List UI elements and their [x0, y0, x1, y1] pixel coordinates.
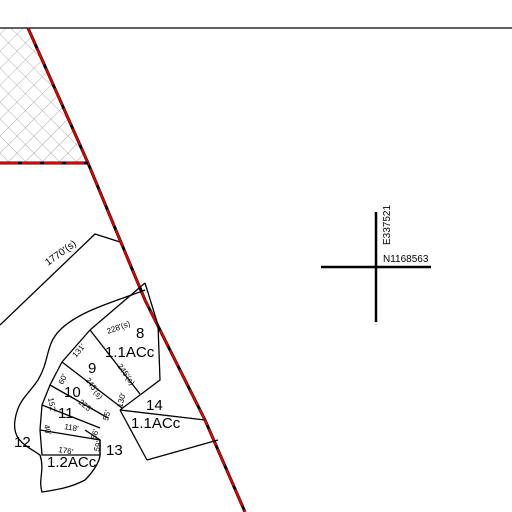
dimension: 130' [115, 391, 128, 408]
parcel-number: 12 [14, 434, 31, 451]
parcel-area: 1.1ACc [131, 415, 181, 432]
parcel-number: 14 [146, 397, 163, 414]
dimension: 152' [46, 397, 58, 414]
parcel-area: 1.2ACc [47, 454, 97, 471]
dimension: 228'(s) [106, 319, 132, 336]
dimension: 40' [42, 424, 53, 436]
dimension: 59' [92, 440, 104, 453]
dimension: 56' [89, 428, 101, 441]
parcel-number: 8 [136, 325, 144, 342]
parcel-number: 10 [64, 384, 81, 401]
parcel-area: 1.1ACc [105, 344, 155, 361]
parcel-number: 13 [106, 442, 123, 459]
dimension: 225' [77, 398, 95, 415]
parcel-number: 11 [58, 405, 74, 422]
northing: N1168563 [383, 254, 429, 265]
parcel-number: 9 [88, 360, 96, 377]
dimension: 245'(s) [115, 362, 136, 387]
easting: E337521 [382, 205, 393, 245]
dimension: 176' [58, 445, 75, 457]
dimension: 131' [71, 342, 88, 360]
dimension: 60' [57, 372, 70, 386]
dimension: 245'(s) [83, 376, 104, 401]
linework [0, 27, 512, 512]
dimension: 55' [101, 409, 113, 422]
boundary-length: 1770'(s) [43, 238, 78, 268]
dimension: 118' [64, 422, 80, 433]
